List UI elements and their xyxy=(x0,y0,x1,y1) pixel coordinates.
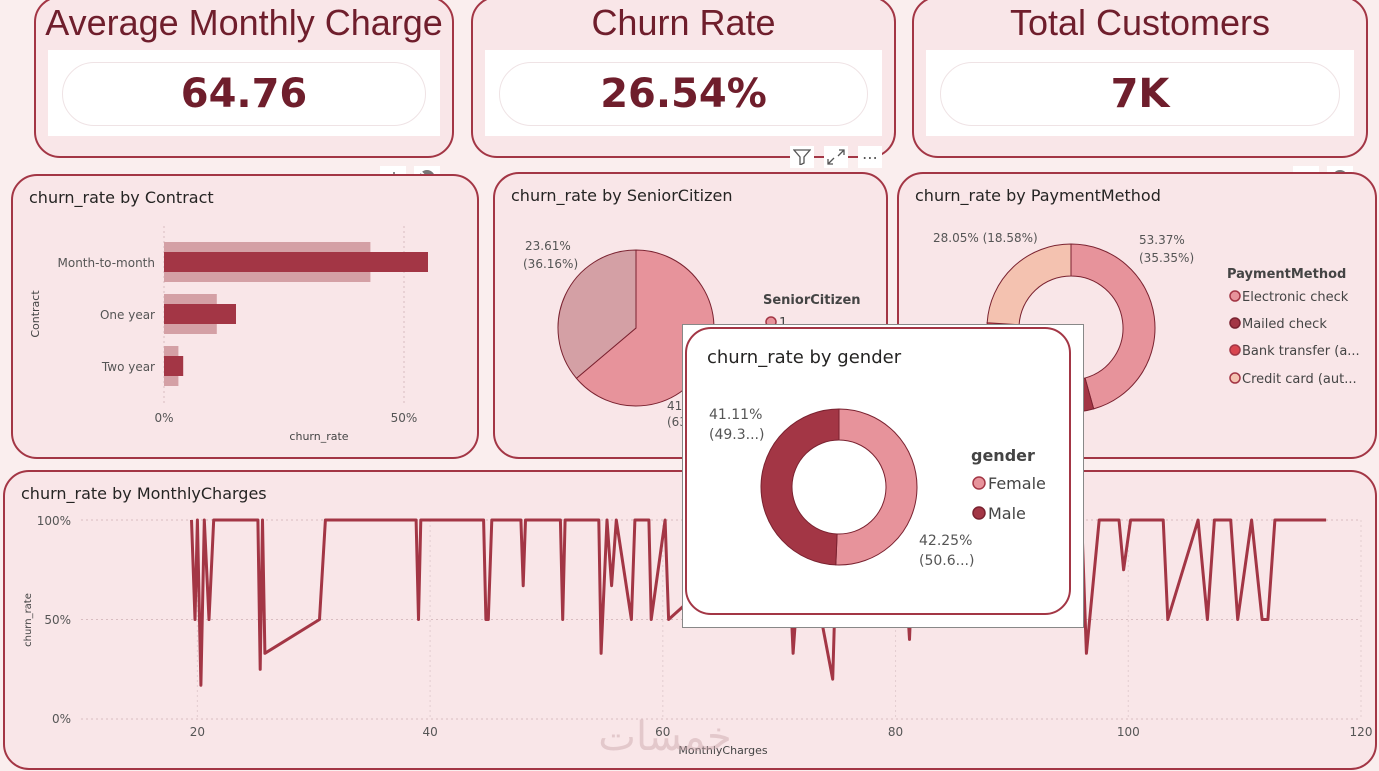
data-label: (36.16%) xyxy=(523,257,578,271)
x-tick: 120 xyxy=(1350,725,1373,739)
filter-icon[interactable] xyxy=(790,146,814,168)
pie-slice xyxy=(986,243,1072,326)
x-tick: 60 xyxy=(655,725,670,739)
category-label: Month-to-month xyxy=(58,256,156,270)
kpi-card-total-customers[interactable]: Total Customers 7K xyxy=(912,0,1368,158)
legend-marker xyxy=(1229,372,1241,384)
x-axis-label: churn_rate xyxy=(289,430,348,443)
kpi-title: Average Monthly Charge xyxy=(45,2,443,43)
pie-slice xyxy=(1070,243,1156,410)
legend-title: PaymentMethod xyxy=(1227,267,1346,282)
chart-title: churn_rate by SeniorCitizen xyxy=(511,186,733,205)
x-axis-label: MonthlyCharges xyxy=(678,744,768,757)
chart-title: churn_rate by Contract xyxy=(29,188,214,207)
data-label: (49.3...) xyxy=(709,427,764,443)
y-tick: 50% xyxy=(44,613,71,627)
gender-chart-card[interactable]: churn_rate by gender 41.11% (49.3...) 42… xyxy=(685,327,1071,615)
legend-marker xyxy=(972,506,986,520)
data-label: 41.11% xyxy=(709,407,762,423)
legend-marker xyxy=(1229,344,1241,356)
x-tick: 20 xyxy=(190,725,205,739)
category-label: One year xyxy=(100,308,155,322)
data-label: 28.05% (18.58%) xyxy=(933,231,1038,245)
x-tick: 50% xyxy=(391,411,418,425)
more-options-icon[interactable]: ⋯ xyxy=(858,146,882,168)
watermark: خمسات xyxy=(598,714,731,760)
x-tick: 100 xyxy=(1117,725,1140,739)
legend-marker xyxy=(1229,290,1241,302)
data-label: 23.61% xyxy=(525,239,571,253)
focus-mode-icon[interactable] xyxy=(824,146,848,168)
bar xyxy=(164,252,428,272)
legend-title: SeniorCitizen xyxy=(763,293,861,308)
bar xyxy=(164,304,236,324)
gender-donut-chart: 41.11% (49.3...) 42.25% (50.6...) gender… xyxy=(709,407,1046,569)
kpi-title: Total Customers xyxy=(1009,2,1271,43)
y-axis-label: churn_rate xyxy=(23,593,34,647)
x-tick: 80 xyxy=(888,725,903,739)
kpi-card-churn-rate[interactable]: Churn Rate 26.54% xyxy=(471,0,896,158)
y-tick: 100% xyxy=(37,514,71,528)
legend-marker xyxy=(1229,317,1241,329)
tooltip-popup: churn_rate by gender 41.11% (49.3...) 42… xyxy=(682,324,1084,628)
legend-item: Female xyxy=(988,474,1046,493)
pie-slice xyxy=(557,249,637,380)
series-line xyxy=(190,518,1327,687)
legend-item: Credit card (aut... xyxy=(1242,372,1357,387)
legend-item: Electronic check xyxy=(1242,290,1349,305)
data-label: 42.25% xyxy=(919,533,972,549)
pie-slice xyxy=(760,408,840,566)
legend-item: Mailed check xyxy=(1242,317,1327,332)
y-tick: 0% xyxy=(52,712,71,726)
category-label: Two year xyxy=(101,360,155,374)
senior-pie-chart: 23.61% (36.16%) 41. (63 SeniorCitizen 1 xyxy=(523,239,861,429)
x-tick: 0% xyxy=(154,411,173,425)
bar xyxy=(164,356,184,376)
data-label: 53.37% xyxy=(1139,233,1185,247)
data-label: 41. xyxy=(667,399,686,413)
y-axis-label: Contract xyxy=(29,290,42,338)
legend-item: 1 xyxy=(779,316,787,331)
legend-item: Male xyxy=(988,504,1026,523)
kpi-value: 64.76 xyxy=(180,71,308,117)
legend-marker xyxy=(972,476,986,490)
x-tick: 40 xyxy=(422,725,437,739)
legend-title: gender xyxy=(971,446,1035,465)
chart-title: churn_rate by MonthlyCharges xyxy=(21,484,267,503)
kpi-value: 7K xyxy=(1110,71,1170,117)
legend-item: Bank transfer (a... xyxy=(1242,344,1360,359)
data-label: (63 xyxy=(667,415,687,429)
chart-title: churn_rate by gender xyxy=(707,347,902,368)
kpi-card-avg-charge[interactable]: Average Monthly Charge 64.76 xyxy=(34,0,454,158)
kpi-value: 26.54% xyxy=(600,71,767,117)
data-label: (35.35%) xyxy=(1139,251,1194,265)
kpi-title: Churn Rate xyxy=(591,2,776,43)
contract-chart-card[interactable]: churn_rate by Contract Month-to-month One… xyxy=(11,174,479,459)
chart-title: churn_rate by PaymentMethod xyxy=(915,186,1161,205)
data-label: (50.6...) xyxy=(919,553,974,569)
pie-slice xyxy=(835,408,918,566)
visual-header-toolbar: ⋯ xyxy=(790,146,882,168)
